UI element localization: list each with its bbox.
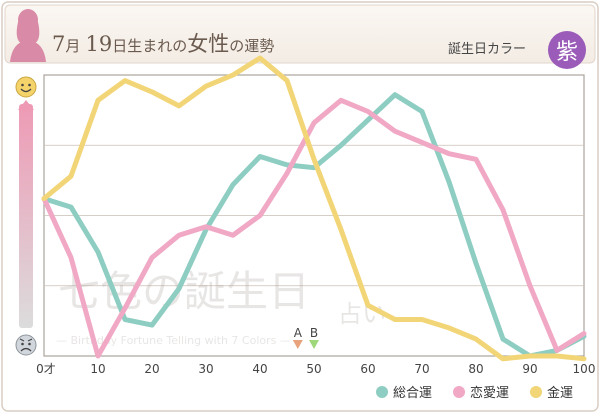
legend-label: 金運 [547, 385, 573, 401]
watermark-tagline: — Birthday Fortune Telling with 7 Colors… [56, 334, 291, 347]
legend-swatch [530, 386, 542, 398]
age-marker-triangle [309, 340, 319, 349]
age-marker-label: A [294, 326, 303, 340]
page-title: 7月 19日生まれの女性の運勢 [52, 28, 274, 58]
header-band [4, 4, 596, 64]
title-month: 7 [52, 32, 66, 56]
legend-swatch [453, 386, 465, 398]
x-tick-label: 90 [522, 362, 537, 376]
x-tick-label: 10 [90, 362, 105, 376]
mood-scale-arrow-icon [18, 100, 34, 110]
watermark-sub: 占い [338, 300, 386, 328]
x-tick-label: 0才 [36, 362, 56, 376]
x-tick-label: 80 [468, 362, 483, 376]
title-fortune-label: の運勢 [229, 37, 275, 55]
x-tick-label: 20 [144, 362, 159, 376]
mood-scale-bar [19, 104, 33, 328]
title-month-unit: 月 [65, 37, 81, 55]
series-line [41, 55, 587, 362]
legend-label: 総合運 [393, 386, 432, 401]
x-axis-ticks: 0才 10 20 30 40 50 60 70 80 90 100 [36, 362, 595, 376]
x-tick-label: 60 [360, 362, 375, 376]
legend: 総合運 恋愛運 金運 [376, 385, 573, 401]
series-line [41, 97, 587, 359]
series-layer [41, 55, 587, 362]
birthday-color-label: 誕生日カラー [448, 42, 527, 57]
grid-lines [44, 144, 584, 287]
title-suffix: 日生まれの [112, 37, 188, 55]
smiling-face-icon [15, 76, 37, 98]
worried-face-icon [15, 334, 37, 356]
x-tick-label: 30 [198, 362, 213, 376]
x-tick-label: 70 [414, 362, 429, 376]
x-tick-label: 100 [573, 362, 596, 376]
title-day: 19 [85, 32, 113, 56]
woman-silhouette-icon [10, 9, 46, 62]
age-marker-label: B [310, 326, 318, 340]
birthday-color-badge: 紫 [548, 31, 586, 69]
age-marker-triangle [292, 340, 303, 349]
x-tick-label: 40 [252, 362, 267, 376]
legend-swatch [376, 386, 388, 398]
legend-label: 恋愛運 [470, 385, 509, 401]
title-subject: 女性 [187, 32, 230, 56]
x-tick-label: 50 [306, 362, 321, 376]
series-line [41, 92, 587, 359]
